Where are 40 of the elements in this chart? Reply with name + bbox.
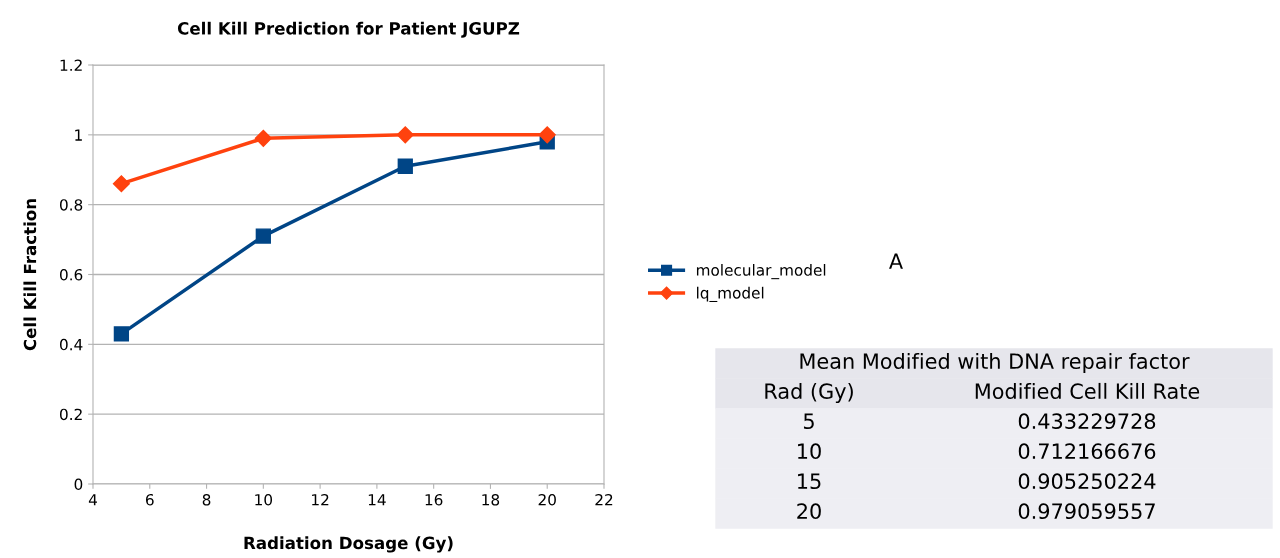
y-tick-label: 1.2 bbox=[60, 59, 82, 71]
point bbox=[538, 126, 556, 144]
x-tick-label: 14 bbox=[368, 494, 386, 506]
x-tick-label: 18 bbox=[482, 493, 500, 506]
text: Rad (Gy) bbox=[765, 382, 853, 404]
chart-title: Cell Kill Prediction for Patient JGUPZ bbox=[177, 21, 520, 38]
x-tick-label: 10 bbox=[255, 493, 273, 506]
y-tick-label: 0.8 bbox=[59, 199, 83, 211]
y-tick-label: 0.2 bbox=[59, 408, 82, 421]
x-tick-label: 8 bbox=[202, 493, 211, 506]
x-tick-label: 4 bbox=[88, 494, 97, 506]
point bbox=[113, 326, 130, 342]
y-tick-label: 0 bbox=[74, 478, 83, 491]
x-tick-label: 20 bbox=[538, 493, 556, 506]
text: Modified Cell Kill Rate bbox=[975, 382, 1200, 400]
text: 0.905250224 bbox=[1018, 473, 1156, 490]
text: 5 bbox=[803, 413, 814, 430]
point bbox=[396, 126, 414, 144]
y-axis-title: Cell Kill Fraction bbox=[23, 199, 37, 351]
point bbox=[112, 175, 130, 193]
x-axis-title: Radiation Dosage (Gy) bbox=[244, 536, 453, 553]
text: Mean Modified with DNA repair factor bbox=[800, 352, 1190, 374]
x-tick-label: 6 bbox=[145, 493, 154, 506]
y-tick-label: 0.4 bbox=[59, 338, 83, 351]
point bbox=[254, 129, 272, 147]
text: 0.433229728 bbox=[1018, 413, 1156, 430]
text: 10 bbox=[798, 443, 821, 460]
y-tick-label: 1 bbox=[75, 129, 82, 141]
x-tick-label: 12 bbox=[312, 493, 329, 506]
y-tick-label: 0.6 bbox=[59, 268, 83, 281]
text: 15 bbox=[798, 473, 821, 490]
text: A bbox=[889, 253, 903, 269]
x-tick-label: 22 bbox=[595, 493, 613, 506]
text: 0.979059557 bbox=[1018, 503, 1155, 520]
legend-label: molecular_model bbox=[696, 263, 826, 280]
legend-label: lq_model bbox=[697, 286, 764, 303]
point bbox=[397, 158, 413, 174]
x-tick-label: 16 bbox=[425, 493, 443, 506]
point bbox=[255, 228, 271, 244]
text: 0.712166676 bbox=[1018, 443, 1156, 460]
